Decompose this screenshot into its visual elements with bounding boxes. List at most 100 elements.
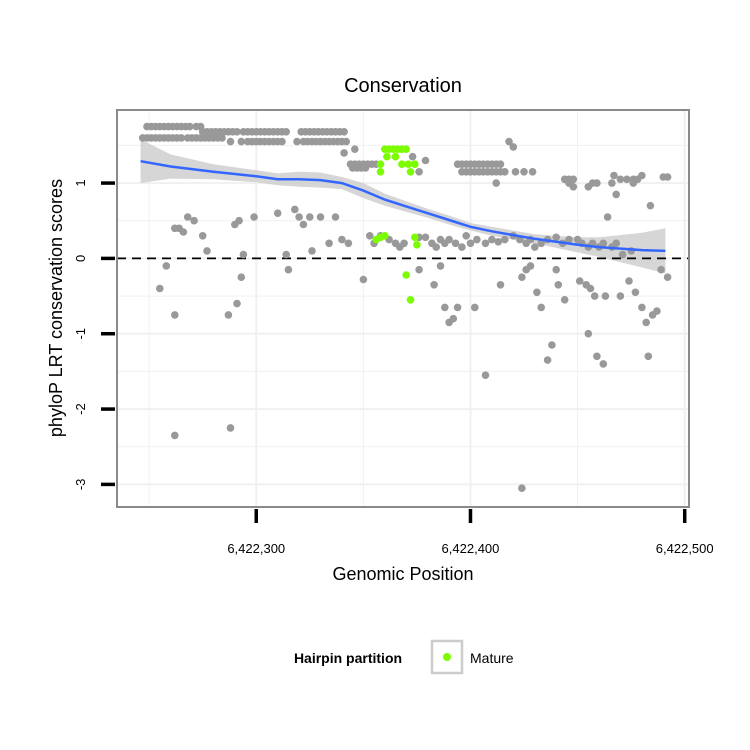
data-point	[511, 168, 520, 176]
data-point	[237, 137, 246, 146]
data-point	[233, 299, 241, 308]
data-point	[657, 265, 665, 274]
data-point	[359, 275, 368, 284]
data-point	[584, 183, 593, 191]
data-point	[590, 292, 599, 300]
data-point	[351, 145, 359, 153]
data-point	[496, 160, 505, 168]
data-point	[653, 307, 661, 315]
data-point	[586, 284, 595, 293]
data-point	[171, 311, 179, 319]
data-point	[560, 296, 569, 304]
data-point	[325, 239, 333, 248]
data-point	[462, 232, 471, 240]
data-point	[552, 265, 560, 274]
data-point	[494, 238, 503, 246]
data-point	[239, 250, 248, 259]
x-axis: 6,422,300 6,422,400 6,422,500	[227, 509, 714, 556]
mature-point	[406, 296, 415, 304]
data-point	[505, 137, 513, 146]
data-point	[610, 171, 618, 180]
data-point	[226, 424, 235, 432]
data-point	[518, 484, 526, 493]
data-point	[203, 247, 211, 255]
mature-point	[381, 232, 389, 240]
data-point	[156, 284, 164, 293]
data-point	[458, 243, 466, 251]
legend: Hairpin partition Mature	[294, 639, 514, 675]
data-point	[631, 288, 640, 297]
data-point	[552, 233, 560, 242]
y-tick-label: -2	[73, 403, 88, 415]
data-point	[306, 213, 314, 221]
data-point	[488, 235, 496, 244]
data-point	[338, 235, 346, 244]
data-point	[282, 250, 291, 259]
data-point	[421, 156, 430, 165]
data-point	[492, 179, 501, 187]
data-point	[518, 273, 526, 282]
chart-title: Conservation	[344, 75, 462, 97]
y-tick-label: 0	[73, 255, 88, 262]
y-axis: -3 -2 -1 0 1	[73, 179, 115, 490]
data-point	[278, 137, 286, 146]
data-point	[400, 239, 408, 248]
data-point	[537, 239, 545, 248]
data-point	[233, 128, 241, 136]
legend-key-mature-dot	[443, 653, 451, 661]
data-point	[340, 128, 348, 136]
data-point	[179, 228, 188, 236]
data-point	[644, 352, 653, 361]
data-point	[293, 137, 301, 146]
data-point	[235, 216, 243, 225]
data-point	[537, 303, 545, 312]
data-point	[171, 224, 179, 233]
mature-point	[398, 160, 406, 168]
data-point	[646, 201, 655, 210]
data-point	[342, 137, 351, 146]
data-point	[273, 209, 282, 217]
data-point	[638, 303, 646, 312]
mature-point	[411, 160, 419, 168]
data-point	[344, 239, 353, 248]
mature-point	[376, 168, 385, 176]
data-point	[481, 239, 490, 248]
data-point	[526, 262, 535, 270]
data-point	[543, 356, 552, 364]
x-axis-label: Genomic Position	[332, 564, 473, 584]
data-point	[528, 168, 537, 176]
data-point	[237, 273, 246, 282]
data-point	[584, 329, 593, 338]
data-point	[162, 262, 171, 270]
smooth-trend-line	[140, 159, 666, 253]
data-point	[593, 352, 601, 361]
data-point	[308, 247, 316, 255]
data-point	[531, 243, 539, 251]
data-point	[453, 303, 462, 312]
data-point	[408, 152, 417, 161]
data-point	[250, 213, 258, 221]
data-point	[282, 128, 291, 136]
data-point	[603, 213, 612, 221]
data-point	[554, 281, 563, 289]
data-point	[616, 292, 625, 300]
data-point	[629, 179, 638, 187]
scatter-points	[138, 122, 672, 493]
data-point	[295, 213, 303, 221]
data-point	[569, 183, 578, 191]
data-point	[612, 190, 620, 199]
mature-point	[411, 233, 419, 242]
data-point	[366, 232, 374, 240]
data-point	[618, 250, 627, 259]
data-point	[226, 137, 235, 146]
data-point	[415, 265, 423, 274]
data-point	[299, 220, 308, 229]
mature-point	[402, 271, 411, 279]
y-axis-label: phyloP LRT conservation scores	[46, 179, 66, 437]
legend-entry-mature: Mature	[470, 650, 514, 666]
data-point	[186, 122, 194, 131]
data-point	[466, 239, 475, 248]
data-point	[421, 233, 430, 242]
data-point	[625, 277, 633, 285]
